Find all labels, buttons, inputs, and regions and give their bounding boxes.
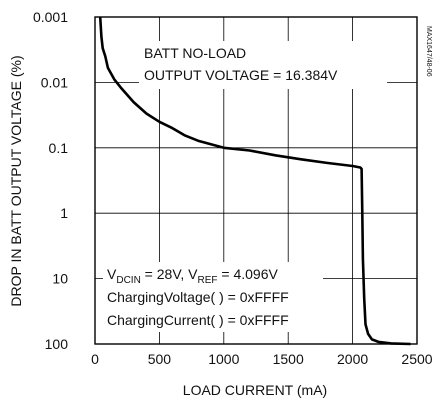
x-tick-label: 2000 (337, 351, 368, 367)
y-tick-labels: 0.001 0.01 0.1 1 10 100 (33, 9, 68, 352)
x-tick-label: 0 (91, 351, 99, 367)
series-line (98, 16, 411, 346)
cond-end: = 4.096V (218, 266, 279, 282)
annotation-top-bg (139, 41, 387, 89)
x-tick-label: 1500 (273, 351, 304, 367)
y-axis-label: DROP IN BATT OUTPUT VOLTAGE (%) (8, 55, 24, 306)
y-tick-label: 1 (60, 205, 68, 221)
y-tick-label: 0.1 (49, 140, 69, 156)
figure-tag: MAX1647/48-06 (425, 26, 432, 77)
series (98, 16, 411, 346)
cond-mid: = 28V, V (141, 266, 198, 282)
x-tick-label: 1000 (208, 351, 239, 367)
cond-v: V (107, 266, 117, 282)
annotation-bottom-bg (103, 262, 323, 332)
x-tick-label: 500 (148, 351, 172, 367)
cond-ref-sub: REF (198, 275, 218, 286)
annotation-top-line2: OUTPUT VOLTAGE = 16.384V (144, 67, 338, 83)
x-axis-label: LOAD CURRENT (mA) (183, 382, 327, 398)
x-tick-label: 2500 (401, 351, 432, 367)
x-tick-labels: 0 500 1000 1500 2000 2500 (91, 351, 433, 367)
annotation-conditions-line1: VDCIN = 28V, VREF = 4.096V (107, 266, 278, 286)
y-tick-label: 0.001 (33, 9, 68, 25)
annotation-top-line1: BATT NO-LOAD (144, 45, 246, 61)
cond-dcin-sub: DCIN (116, 275, 140, 286)
plot-frame (94, 16, 418, 345)
y-tick-label: 0.01 (41, 74, 68, 90)
y-tick-label: 10 (52, 271, 68, 287)
y-tick-label: 100 (45, 336, 69, 352)
annotation-conditions-line2: ChargingVoltage( ) = 0xFFFF (107, 289, 289, 305)
annotation-conditions-line3: ChargingCurrent( ) = 0xFFFF (107, 312, 289, 328)
